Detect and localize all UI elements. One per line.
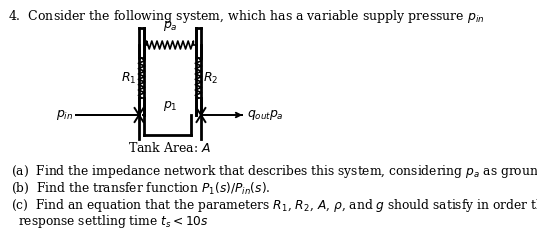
Text: 4.  Consider the following system, which has a variable supply pressure $p_{in}$: 4. Consider the following system, which … — [8, 8, 484, 25]
Text: $q_{out}$: $q_{out}$ — [247, 108, 272, 122]
Text: $p_a$: $p_a$ — [163, 19, 177, 33]
Text: (b)  Find the transfer function $P_1(s)/P_{in}(s)$.: (b) Find the transfer function $P_1(s)/P… — [11, 181, 271, 196]
Text: $R_1$: $R_1$ — [121, 71, 136, 86]
Text: $R_2$: $R_2$ — [204, 71, 219, 86]
Text: $p_1$: $p_1$ — [163, 99, 177, 113]
Text: $p_a$: $p_a$ — [269, 108, 284, 122]
Text: response settling time $t_s < 10s$: response settling time $t_s < 10s$ — [18, 213, 208, 230]
Text: (c)  Find an equation that the parameters $R_1$, $R_2$, $A$, $\rho$, and $g$ sho: (c) Find an equation that the parameters… — [11, 197, 537, 214]
Text: Tank Area: $A$: Tank Area: $A$ — [128, 141, 212, 155]
Text: (a)  Find the impedance network that describes this system, considering $p_a$ as: (a) Find the impedance network that desc… — [11, 163, 537, 180]
Text: $p_{in}$: $p_{in}$ — [56, 108, 74, 122]
